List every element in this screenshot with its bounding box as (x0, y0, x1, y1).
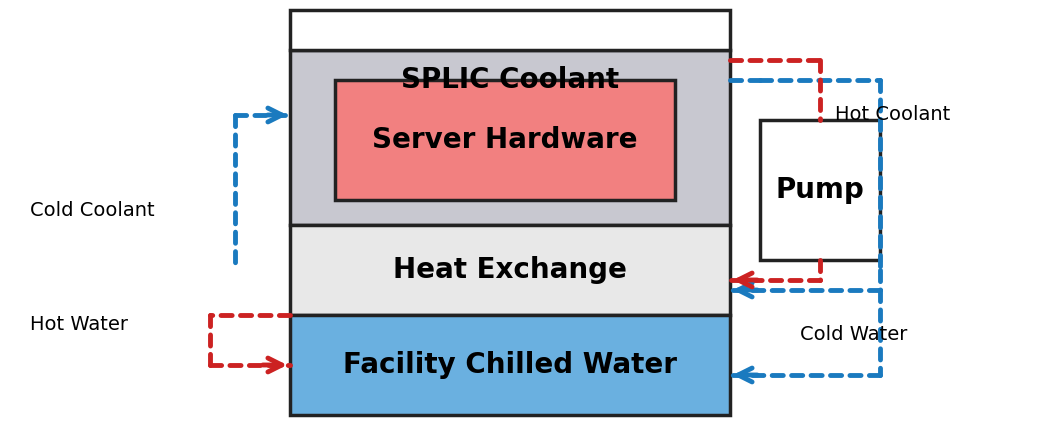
Text: Cold Water: Cold Water (800, 325, 907, 345)
Text: Hot Coolant: Hot Coolant (835, 106, 950, 124)
Text: SPLIC Coolant: SPLIC Coolant (401, 66, 619, 94)
Text: Heat Exchange: Heat Exchange (393, 256, 627, 284)
Text: Pump: Pump (775, 176, 865, 204)
Text: Cold Coolant: Cold Coolant (30, 201, 155, 219)
Bar (760, 120, 880, 260)
Text: Hot Water: Hot Water (30, 316, 128, 334)
Bar (290, 225, 730, 315)
Bar (290, 10, 730, 50)
Text: Server Hardware: Server Hardware (373, 126, 637, 154)
Bar (290, 50, 730, 225)
Text: Facility Chilled Water: Facility Chilled Water (343, 351, 677, 379)
Bar (290, 315, 730, 415)
Bar (335, 80, 675, 200)
